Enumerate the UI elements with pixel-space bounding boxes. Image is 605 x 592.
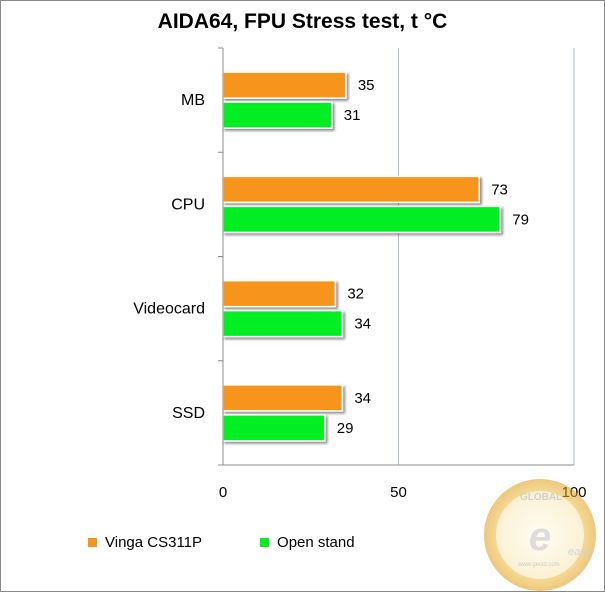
y-tick-label-ssd: SSD	[172, 405, 205, 422]
bar-ssd-series-2	[222, 414, 326, 442]
gecid-watermark-logo: e GLOBAL easy www.gecid.com	[484, 479, 596, 591]
data-label-ssd-series-1: 34	[354, 390, 371, 407]
bar-videocard-series-2	[222, 309, 344, 338]
y-tick-label-cpu: CPU	[171, 196, 205, 213]
x-tick-label-0: 0	[219, 484, 227, 501]
watermark-easy: easy	[568, 546, 593, 558]
y-tick-label-mb: MB	[181, 92, 205, 109]
bar-mb-series-1	[222, 71, 347, 99]
data-label-mb-series-1: 35	[358, 77, 375, 94]
data-label-videocard-series-1: 32	[347, 286, 364, 303]
legend-label-series-1: Vinga CS311P	[105, 534, 203, 551]
legend: Vinga CS311P Open stand	[88, 534, 355, 551]
watermark-global: GLOBAL	[520, 492, 562, 503]
bar-cpu-series-1	[222, 175, 480, 204]
bars	[222, 71, 502, 442]
legend-swatch-series-2	[260, 538, 270, 547]
legend-item-series-2: Open stand	[260, 534, 355, 551]
bar-videocard-series-1	[222, 279, 337, 308]
data-label-ssd-series-2: 29	[337, 420, 354, 437]
bar-mb-series-2	[222, 101, 333, 129]
bar-ssd-series-1	[222, 384, 344, 412]
data-label-cpu-series-2: 79	[512, 211, 529, 228]
legend-item-series-1: Vinga CS311P	[88, 534, 202, 551]
legend-label-series-2: Open stand	[277, 534, 355, 551]
chart-title: AIDA64, FPU Stress test, t °C	[157, 10, 448, 33]
gridlines	[398, 48, 575, 465]
watermark-url: www.gecid.com	[517, 562, 560, 568]
data-label-videocard-series-2: 34	[354, 316, 371, 333]
svg-text:e: e	[529, 515, 551, 559]
bar-cpu-series-2	[222, 205, 502, 234]
data-label-cpu-series-1: 73	[491, 181, 508, 198]
y-tick-label-videocard: Videocard	[133, 301, 205, 318]
legend-swatch-series-1	[88, 538, 97, 547]
data-label-mb-series-2: 31	[344, 107, 361, 124]
x-tick-label-50: 50	[390, 484, 407, 501]
